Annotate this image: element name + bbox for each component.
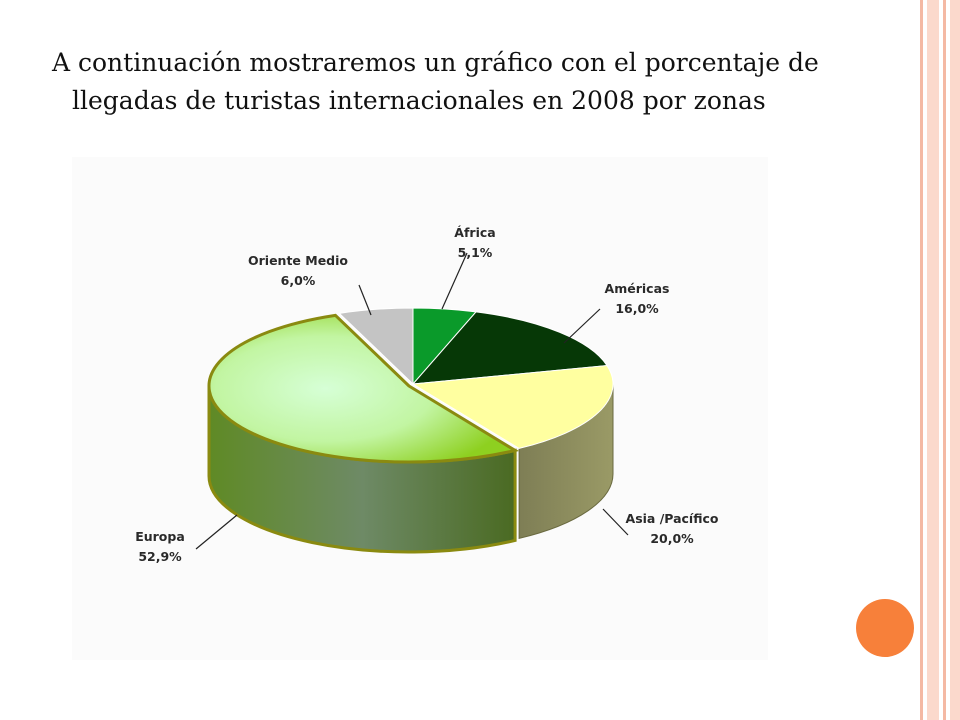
leader-line-europa: [195, 514, 238, 550]
pie-slice-oriente-medio: [338, 307, 414, 386]
pie-label-americas: Américas: [605, 281, 670, 296]
pie-label-asia-pacifico: Asia /Pacífico: [626, 511, 719, 526]
leader-line-oriente-medio: [358, 284, 372, 316]
border-stripe: [943, 0, 946, 720]
pie-slice-europa: [207, 313, 520, 464]
pie-leader-lines: [195, 252, 629, 550]
slide-title: A continuación mostraremos un gráfico co…: [52, 48, 819, 115]
pie-value-africa: 5,1%: [458, 245, 493, 260]
pie-value-asia-pacifico: 20,0%: [650, 531, 694, 546]
border-stripe: [920, 0, 923, 720]
pie-value-americas: 16,0%: [615, 301, 659, 316]
pie-labels: África 5,1% Américas 16,0% Asia /Pacífico 20,…: [135, 225, 719, 564]
orange-circle-decoration: [856, 599, 914, 657]
pie-chart: África 5,1% Américas 16,0% Asia /Pacífico 20,…: [135, 225, 719, 564]
chart-panel: África 5,1% Américas 16,0% Asia /Pacífico 20,…: [72, 157, 768, 660]
leader-line-africa: [441, 252, 468, 310]
slide-border-decoration: [918, 0, 960, 720]
pie-slices: [207, 307, 614, 464]
leader-line-asia-pacifico: [602, 508, 629, 536]
border-stripe: [950, 0, 960, 720]
leader-line-americas: [563, 308, 601, 344]
pie-value-oriente-medio: 6,0%: [281, 273, 316, 288]
pie-sides: [207, 383, 614, 554]
pie-slice-asia-pacifico: [411, 365, 614, 449]
pie-value-europa: 52,9%: [138, 549, 182, 564]
pie-label-africa: África: [454, 225, 495, 240]
border-stripe: [927, 0, 939, 720]
pie-label-oriente-medio: Oriente Medio: [248, 253, 348, 268]
pie-label-europa: Europa: [135, 529, 185, 544]
pie-slice-americas: [411, 311, 608, 385]
